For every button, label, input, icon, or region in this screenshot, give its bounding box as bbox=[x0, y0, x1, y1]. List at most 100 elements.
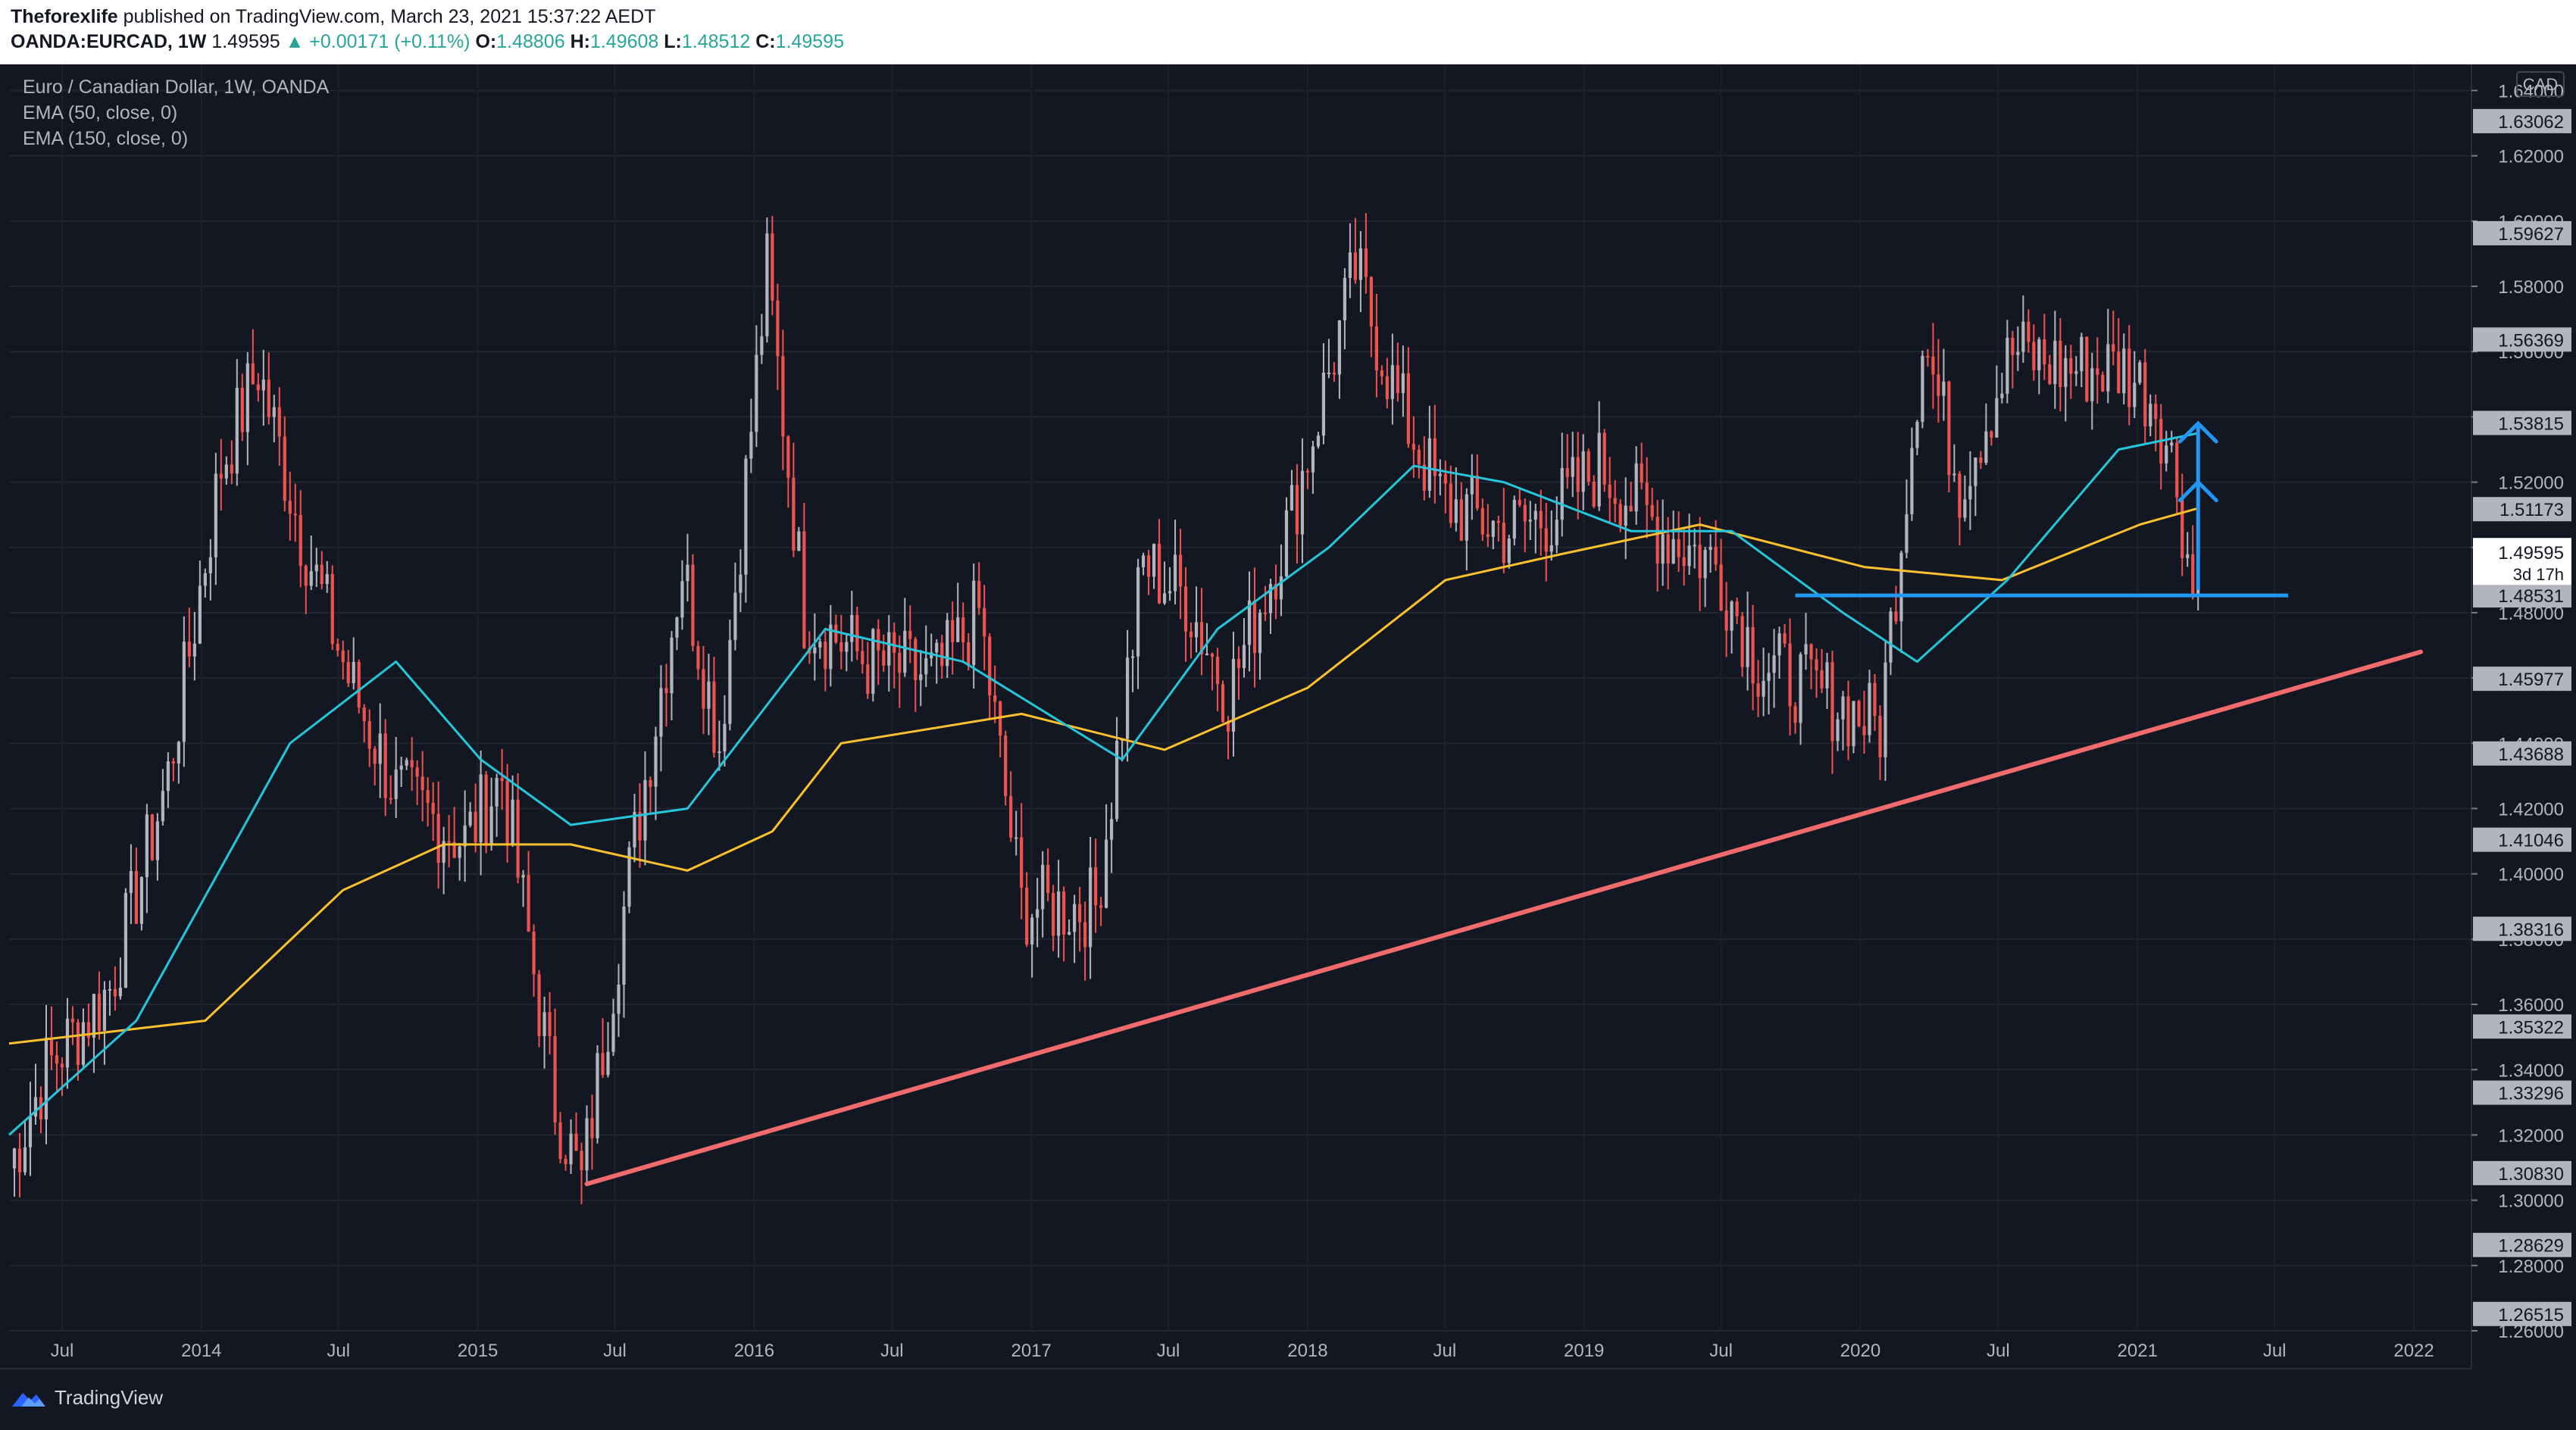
candle-body bbox=[1878, 716, 1882, 757]
candle-body bbox=[739, 574, 742, 593]
candle-body bbox=[1443, 473, 1447, 484]
legend-ema150[interactable]: EMA (150, close, 0) bbox=[23, 128, 189, 149]
time-tick-label: Jul bbox=[1433, 1341, 1456, 1361]
candle-body bbox=[866, 664, 870, 695]
tradingview-brand[interactable]: TradingView bbox=[11, 1386, 163, 1410]
candle-body bbox=[956, 617, 960, 642]
candle-body bbox=[1735, 601, 1739, 617]
candle-body bbox=[2016, 351, 2020, 355]
candle-body bbox=[1343, 278, 1347, 320]
candle-body bbox=[447, 841, 451, 843]
price-tick-label: 1.58000 bbox=[2498, 277, 2564, 298]
candle-body bbox=[1025, 887, 1029, 945]
price-label-badge bbox=[2473, 411, 2571, 436]
candle-body bbox=[1724, 610, 1728, 631]
candle-body bbox=[1523, 504, 1527, 522]
candle-body bbox=[908, 630, 912, 639]
candle-body bbox=[580, 1151, 583, 1171]
candle-body bbox=[55, 1055, 59, 1064]
price-label-text: 1.28629 bbox=[2498, 1236, 2564, 1257]
candle-body bbox=[1052, 892, 1055, 936]
price-label-text: 1.51173 bbox=[2499, 500, 2564, 520]
candle-body bbox=[2027, 321, 2030, 342]
candle-body bbox=[1115, 741, 1119, 820]
legend-ema50[interactable]: EMA (50, close, 0) bbox=[23, 102, 178, 123]
published-text: published on TradingView.com, March 23, … bbox=[123, 6, 656, 27]
candle-body bbox=[1746, 626, 1749, 667]
candle-body bbox=[65, 1018, 70, 1068]
candle-body bbox=[951, 620, 955, 642]
price-label-badge bbox=[2473, 108, 2571, 133]
candle-body bbox=[1242, 645, 1246, 669]
candle-body bbox=[564, 1159, 567, 1165]
candle-body bbox=[786, 436, 790, 478]
candle-body bbox=[198, 585, 202, 644]
candle-body bbox=[887, 632, 891, 666]
candle-body bbox=[245, 363, 249, 432]
price-label-badge bbox=[2473, 1232, 2571, 1257]
legend-title[interactable]: Euro / Canadian Dollar, 1W, OANDA bbox=[23, 76, 330, 98]
price-label-text: 1.38316 bbox=[2498, 920, 2564, 940]
candle-body bbox=[362, 707, 366, 722]
price-tick-label: 1.40000 bbox=[2498, 865, 2564, 885]
candle-body bbox=[548, 1012, 552, 1036]
candle-body bbox=[1926, 355, 1930, 358]
candle-body bbox=[781, 356, 785, 437]
candle-body bbox=[1433, 438, 1436, 476]
candle-body bbox=[1602, 432, 1606, 485]
candle-body bbox=[166, 761, 170, 791]
price-tick-label: 1.42000 bbox=[2498, 800, 2564, 820]
candle-body bbox=[1189, 631, 1193, 638]
candle-body bbox=[12, 1148, 17, 1169]
candle-body bbox=[1105, 839, 1108, 908]
time-tick-label: 2015 bbox=[458, 1341, 498, 1361]
current-price-badge bbox=[2473, 538, 2571, 585]
candle-body bbox=[877, 629, 880, 651]
candle-body bbox=[139, 876, 143, 924]
candle-body bbox=[1470, 475, 1474, 495]
candle-body bbox=[468, 811, 472, 826]
candle-body bbox=[489, 806, 493, 846]
candle-body bbox=[1857, 701, 1861, 726]
candle-body bbox=[850, 614, 854, 642]
candle-body bbox=[654, 736, 658, 787]
candle-body bbox=[1036, 909, 1039, 918]
chart-frame[interactable]: 1.640001.620001.600001.580001.560001.540… bbox=[0, 64, 2576, 1430]
candle-body bbox=[2069, 358, 2073, 374]
current-price-text: 1.49595 bbox=[2498, 543, 2564, 564]
candle-body bbox=[988, 636, 992, 696]
candle-body bbox=[537, 974, 541, 1037]
candle-body bbox=[1846, 696, 1850, 747]
price-label-text: 1.41046 bbox=[2498, 831, 2564, 851]
price-label-text: 1.45977 bbox=[2498, 670, 2564, 690]
candle-body bbox=[622, 906, 626, 985]
candle-body bbox=[177, 742, 180, 764]
candle-body bbox=[1762, 681, 1765, 697]
candle-body bbox=[1719, 564, 1723, 611]
candle-body bbox=[1714, 546, 1718, 565]
low-label: L: bbox=[664, 31, 682, 52]
candle-body bbox=[192, 643, 196, 657]
candle-body bbox=[1247, 600, 1252, 645]
candle-body bbox=[1284, 510, 1289, 576]
candle-body bbox=[92, 994, 96, 1038]
publisher-name[interactable]: Theforexlife bbox=[11, 6, 118, 27]
time-tick-label: 2014 bbox=[181, 1341, 221, 1361]
price-chart[interactable]: 1.640001.620001.600001.580001.560001.540… bbox=[0, 64, 2576, 1430]
candle-body bbox=[845, 642, 849, 652]
candle-body bbox=[1560, 467, 1564, 520]
candle-body bbox=[797, 531, 801, 551]
candle-body bbox=[2021, 321, 2025, 352]
candle-body bbox=[1889, 611, 1893, 663]
candle-body bbox=[1491, 520, 1495, 537]
candle-body bbox=[410, 760, 414, 768]
brand-label: TradingView bbox=[55, 1386, 164, 1409]
symbol: OANDA:EURCAD, 1W bbox=[11, 31, 207, 52]
candle-body bbox=[1486, 534, 1490, 537]
candle-body bbox=[1788, 643, 1792, 707]
candle-body bbox=[1162, 593, 1167, 604]
chevron-up-icon bbox=[2177, 420, 2218, 444]
candle-body bbox=[150, 814, 154, 860]
candle-body bbox=[2191, 554, 2195, 595]
candle-body bbox=[1014, 837, 1018, 839]
